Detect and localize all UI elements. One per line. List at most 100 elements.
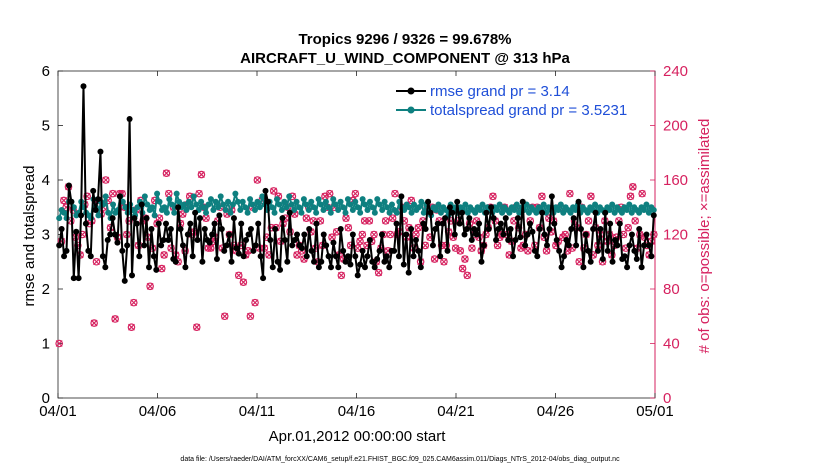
rmse-point — [398, 193, 405, 200]
rmse-point — [527, 220, 534, 227]
rmse-point — [614, 242, 621, 249]
spread-point — [254, 198, 261, 205]
rmse-point — [524, 231, 531, 238]
spread-point — [354, 204, 361, 211]
rmse-point — [349, 231, 356, 238]
spread-point — [144, 201, 151, 208]
x-tick-label: 04/21 — [437, 403, 475, 420]
spread-point — [171, 209, 178, 216]
spread-point — [511, 206, 518, 213]
obs-assimilated-marker — [235, 271, 243, 279]
spread-point — [499, 209, 506, 216]
rmse-point — [301, 231, 308, 238]
rmse-point — [437, 253, 444, 260]
rmse-point — [602, 209, 609, 216]
rmse-point — [277, 266, 284, 273]
rmse-point — [73, 228, 80, 235]
obs-possible-marker — [246, 312, 255, 321]
obs-assimilated-marker — [414, 224, 422, 232]
rmse-point — [199, 258, 206, 265]
rmse-point — [68, 198, 75, 205]
rmse-point — [250, 247, 257, 254]
y-axis-left-label: rmse and totalspread — [21, 166, 38, 307]
rmse-point — [272, 226, 279, 233]
rmse-point — [235, 250, 242, 257]
spread-point — [347, 201, 354, 208]
rmse-point — [218, 226, 225, 233]
spread-point — [477, 206, 484, 213]
rmse-point — [162, 220, 169, 227]
rmse-point — [361, 264, 368, 271]
rmse-point — [626, 242, 633, 249]
spread-point — [344, 196, 351, 203]
rmse-point — [247, 226, 254, 233]
obs-possible-marker — [458, 264, 467, 273]
spread-point — [592, 201, 599, 208]
obs-assimilated-marker — [160, 251, 168, 259]
rmse-point — [354, 272, 361, 279]
spread-point — [310, 204, 317, 211]
spread-point — [645, 209, 652, 216]
obs-possible-marker — [463, 271, 472, 280]
obs-possible-marker — [587, 192, 595, 201]
spread-point — [352, 198, 359, 205]
rmse-point — [308, 247, 315, 254]
rmse-point — [432, 226, 439, 233]
spread-point — [161, 204, 168, 211]
rmse-point — [252, 242, 259, 249]
obs-assimilated-marker — [111, 315, 119, 323]
rmse-point — [510, 253, 517, 260]
rmse-point — [194, 236, 201, 243]
rmse-point — [337, 226, 344, 233]
rmse-point — [82, 220, 89, 227]
rmse-point — [226, 231, 233, 238]
rmse-point — [420, 220, 427, 227]
rmse-point — [565, 242, 572, 249]
obs-assimilated-marker — [440, 258, 448, 266]
spread-point — [386, 209, 393, 216]
rmse-point — [427, 209, 434, 216]
obs-assimilated-marker — [221, 312, 229, 320]
rmse-point — [332, 253, 339, 260]
rmse-point — [429, 242, 436, 249]
rmse-point — [129, 272, 136, 279]
spread-point — [320, 206, 327, 213]
obs-possible-marker — [197, 170, 206, 179]
obs-assimilated-marker — [90, 319, 98, 327]
obs-possible-marker — [160, 251, 168, 259]
rmse-point — [631, 247, 638, 254]
spread-point — [406, 204, 413, 211]
rmse-point — [104, 236, 111, 243]
obs-possible-marker — [388, 214, 397, 222]
spread-point — [205, 201, 212, 208]
obs-assimilated-marker — [302, 214, 310, 222]
obs-possible-marker — [127, 323, 136, 331]
rmse-point — [643, 231, 650, 238]
rmse-point — [228, 258, 235, 265]
spread-point — [374, 196, 381, 203]
rmse-point — [102, 264, 109, 271]
rmse-point — [255, 220, 262, 227]
spread-point — [105, 209, 112, 216]
obs-possible-marker — [356, 237, 364, 246]
rmse-point — [359, 247, 366, 254]
spread-point — [291, 206, 298, 213]
rmse-point — [636, 226, 643, 233]
rmse-point — [78, 212, 85, 219]
rmse-point — [65, 182, 72, 189]
obs-assimilated-marker — [391, 190, 399, 198]
spread-point — [362, 201, 369, 208]
spread-point — [207, 196, 214, 203]
rmse-point — [364, 253, 371, 260]
spread-point — [626, 201, 633, 208]
spread-point — [340, 204, 347, 211]
rmse-point — [376, 247, 383, 254]
rmse-point — [209, 231, 216, 238]
obs-possible-marker — [456, 247, 465, 255]
obs-assimilated-marker — [163, 169, 170, 177]
rmse-point — [476, 220, 483, 227]
rmse-point — [216, 212, 223, 219]
rmse-point — [286, 209, 293, 216]
spread-point — [212, 198, 219, 205]
